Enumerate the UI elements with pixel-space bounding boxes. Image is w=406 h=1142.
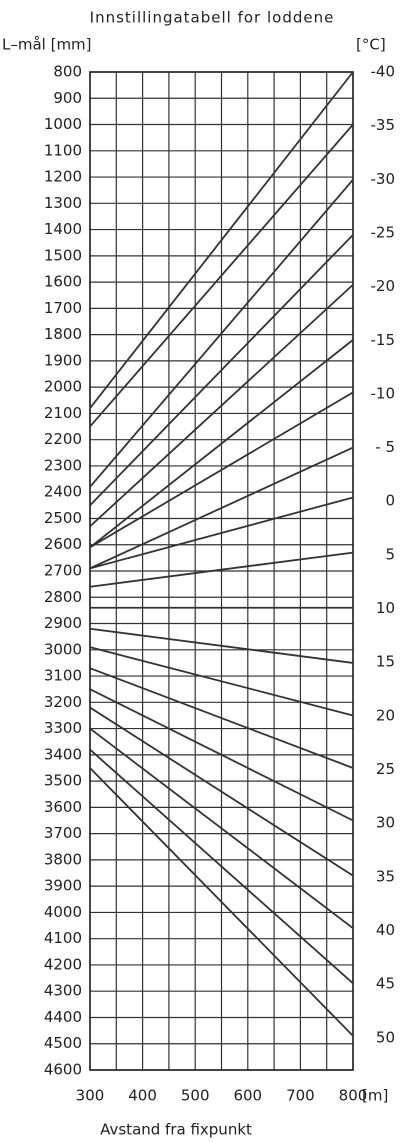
y2-tick-label: -15 — [371, 331, 396, 349]
y2-tick-label: -20 — [371, 277, 396, 295]
y-tick-label: 1900 — [44, 351, 82, 369]
series-line — [89, 727, 354, 929]
y-tick-label: 3300 — [44, 719, 82, 737]
y2-tick-label: 20 — [376, 706, 395, 724]
y2-tick-label: 25 — [376, 760, 395, 778]
y2-tick-label: 0 — [385, 492, 395, 510]
series-line — [89, 627, 354, 664]
y-tick-label: 1000 — [44, 115, 82, 133]
series-line — [89, 706, 354, 877]
series-line — [89, 688, 354, 822]
y-tick-label: 3900 — [44, 877, 82, 895]
y2-tick-label: -40 — [371, 63, 396, 81]
series-line — [89, 446, 354, 570]
y-tick-label: 1100 — [44, 141, 82, 159]
series-line — [89, 179, 354, 488]
x-axis-label: Avstand fra fixpunkt — [100, 1121, 252, 1139]
y-tick-label: 4000 — [44, 903, 82, 921]
series-line — [89, 339, 354, 549]
y2-tick-label: -25 — [371, 223, 396, 241]
y2-tick-label: 5 — [385, 545, 395, 563]
y-tick-label: 4400 — [44, 1008, 82, 1026]
y2-tick-label: 15 — [376, 653, 395, 671]
y2-axis-label: [°C] — [356, 36, 386, 54]
x-tick-label: 500 — [181, 1087, 210, 1105]
y-tick-label: 2600 — [44, 535, 82, 553]
x-tick-label: 400 — [128, 1087, 157, 1105]
series-line — [89, 234, 354, 506]
y2-tick-label: -35 — [371, 116, 396, 134]
y-tick-label: 2800 — [44, 588, 82, 606]
y2-tick-label: -30 — [371, 170, 396, 188]
y-tick-label: 2300 — [44, 456, 82, 474]
y-tick-label: 4100 — [44, 929, 82, 947]
y-tick-label: 3100 — [44, 667, 82, 685]
y-tick-label: 4300 — [44, 982, 82, 1000]
y-axis-label: L–mål [mm] — [2, 36, 92, 54]
y-tick-label: 2900 — [44, 614, 82, 632]
chart-title: Innstillingatabell for loddene — [90, 9, 335, 27]
y-tick-label: 1200 — [44, 168, 82, 186]
series-line — [89, 391, 354, 549]
y-tick-label: 3600 — [44, 798, 82, 816]
series-line — [89, 284, 354, 528]
series-line — [89, 123, 354, 428]
series-line — [89, 667, 354, 769]
y-tick-label: 3800 — [44, 850, 82, 868]
y-tick-label: 4600 — [44, 1061, 82, 1079]
series-line — [89, 767, 354, 1037]
y-tick-label: 4200 — [44, 955, 82, 973]
y-tick-label: 900 — [53, 89, 82, 107]
y-tick-label: 800 — [53, 63, 82, 81]
y-tick-label: 3500 — [44, 772, 82, 790]
y2-tick-label: 10 — [376, 599, 395, 617]
y2-tick-label: 45 — [376, 975, 395, 993]
y-tick-label: 3200 — [44, 693, 82, 711]
y-tick-label: 3400 — [44, 745, 82, 763]
x-tick-label: 300 — [76, 1087, 105, 1105]
y-tick-label: 1800 — [44, 325, 82, 343]
y2-tick-label: 35 — [376, 867, 395, 885]
series-line — [89, 496, 354, 570]
y2-tick-label: 30 — [376, 814, 395, 832]
y-tick-label: 2100 — [44, 404, 82, 422]
series-line — [89, 71, 354, 409]
y-tick-label: 3000 — [44, 640, 82, 658]
series-line — [89, 646, 354, 717]
y-tick-label: 2000 — [44, 378, 82, 396]
y-tick-label: 2200 — [44, 430, 82, 448]
y-tick-label: 1400 — [44, 220, 82, 238]
y2-tick-label: 40 — [376, 921, 395, 939]
y-tick-label: 1300 — [44, 194, 82, 212]
y2-tick-label: - 5 — [375, 438, 395, 456]
x-tick-label: 600 — [233, 1087, 262, 1105]
x-tick-label: 800 — [339, 1087, 368, 1105]
y-tick-label: 2700 — [44, 562, 82, 580]
y-tick-label: 4500 — [44, 1034, 82, 1052]
y-tick-label: 2500 — [44, 509, 82, 527]
x-axis-unit: [m] — [362, 1087, 388, 1105]
y-tick-label: 2400 — [44, 483, 82, 501]
plot-frame — [89, 71, 354, 1071]
y-tick-label: 1700 — [44, 299, 82, 317]
y-tick-label: 1500 — [44, 246, 82, 264]
x-tick-label: 700 — [286, 1087, 315, 1105]
y2-tick-label: -10 — [371, 384, 396, 402]
y-tick-label: 3700 — [44, 824, 82, 842]
y-tick-label: 1600 — [44, 273, 82, 291]
y2-tick-label: 50 — [376, 1028, 395, 1046]
series-line — [89, 748, 354, 985]
series-line — [89, 551, 354, 588]
